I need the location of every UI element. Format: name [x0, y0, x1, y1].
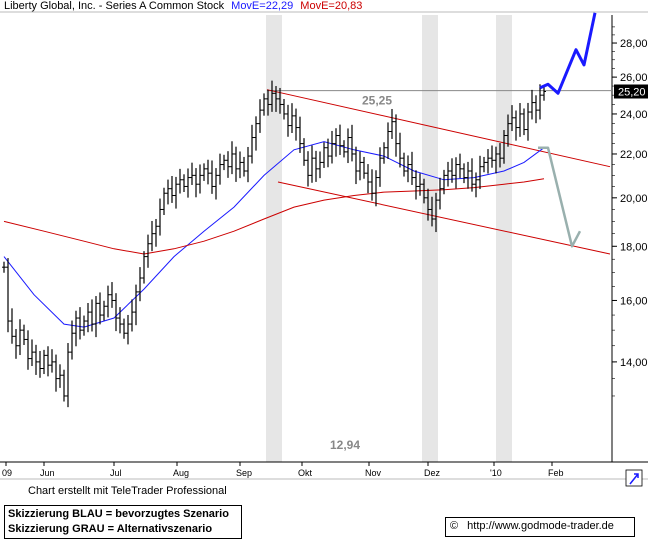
x-tick-label-7: Dez [424, 468, 441, 478]
y-tick-label-5: 18,00 [620, 241, 648, 253]
scroll-corner-arrow-icon [629, 473, 639, 485]
x-tick-label-9: Feb [548, 468, 564, 478]
x-tick-label-2: Jul [110, 468, 122, 478]
source-url: http://www.godmode-trader.de [467, 520, 614, 532]
moving-average-blue [3, 141, 545, 328]
channel-upper-line [266, 89, 611, 168]
chart-header: Liberty Global, Inc. - Series A Common S… [4, 0, 366, 12]
scenario-grey-path [538, 146, 582, 248]
ma-blue-label: MovE=22,29 [231, 0, 294, 12]
x-tick-label-4: Sep [236, 468, 252, 478]
shaded-period-2 [496, 15, 512, 462]
chart-credit: Chart erstellt mit TeleTrader Profession… [28, 485, 227, 497]
scenario-blue-path [539, 12, 597, 95]
high-annotation: 25,25 [362, 94, 392, 108]
legend-grey-scenario: Skizzierung GRAU = Alternativszenario [8, 523, 213, 535]
moving-average-red [3, 178, 545, 255]
legend-blue-scenario: Skizzierung BLAU = bevorzugtes Szenario [8, 508, 229, 520]
y-tick-label-6: 16,00 [620, 295, 648, 307]
source-link[interactable]: © http://www.godmode-trader.de [445, 517, 635, 537]
scenario-legend: Skizzierung BLAU = bevorzugtes Szenario … [4, 505, 242, 539]
x-tick-label-6: Nov [365, 468, 382, 478]
y-tick-label-2: 24,00 [620, 109, 648, 121]
shaded-period-0 [266, 15, 282, 462]
x-tick-label-8: '10 [490, 468, 502, 478]
x-tick-label-0: 09 [2, 468, 12, 478]
x-tick-label-5: Okt [298, 468, 313, 478]
shaded-period-1 [422, 15, 438, 462]
y-tick-label-3: 22,00 [620, 149, 648, 161]
y-tick-label-0: 28,00 [620, 38, 648, 50]
y-tick-label-1: 26,00 [620, 72, 648, 84]
x-tick-label-1: Jun [40, 468, 55, 478]
y-tick-label-7: 14,00 [620, 357, 648, 369]
y-tick-label-4: 20,00 [620, 193, 648, 205]
current-price-label: 25,20 [618, 87, 646, 99]
channel-lower-line [277, 181, 611, 255]
x-tick-label-3: Aug [173, 468, 189, 478]
low-annotation: 12,94 [330, 438, 360, 452]
copyright-icon: © [450, 520, 459, 532]
current-price-box [614, 84, 648, 99]
ma-red-label: MovE=20,83 [300, 0, 363, 12]
chart-title: Liberty Global, Inc. - Series A Common S… [4, 0, 225, 12]
